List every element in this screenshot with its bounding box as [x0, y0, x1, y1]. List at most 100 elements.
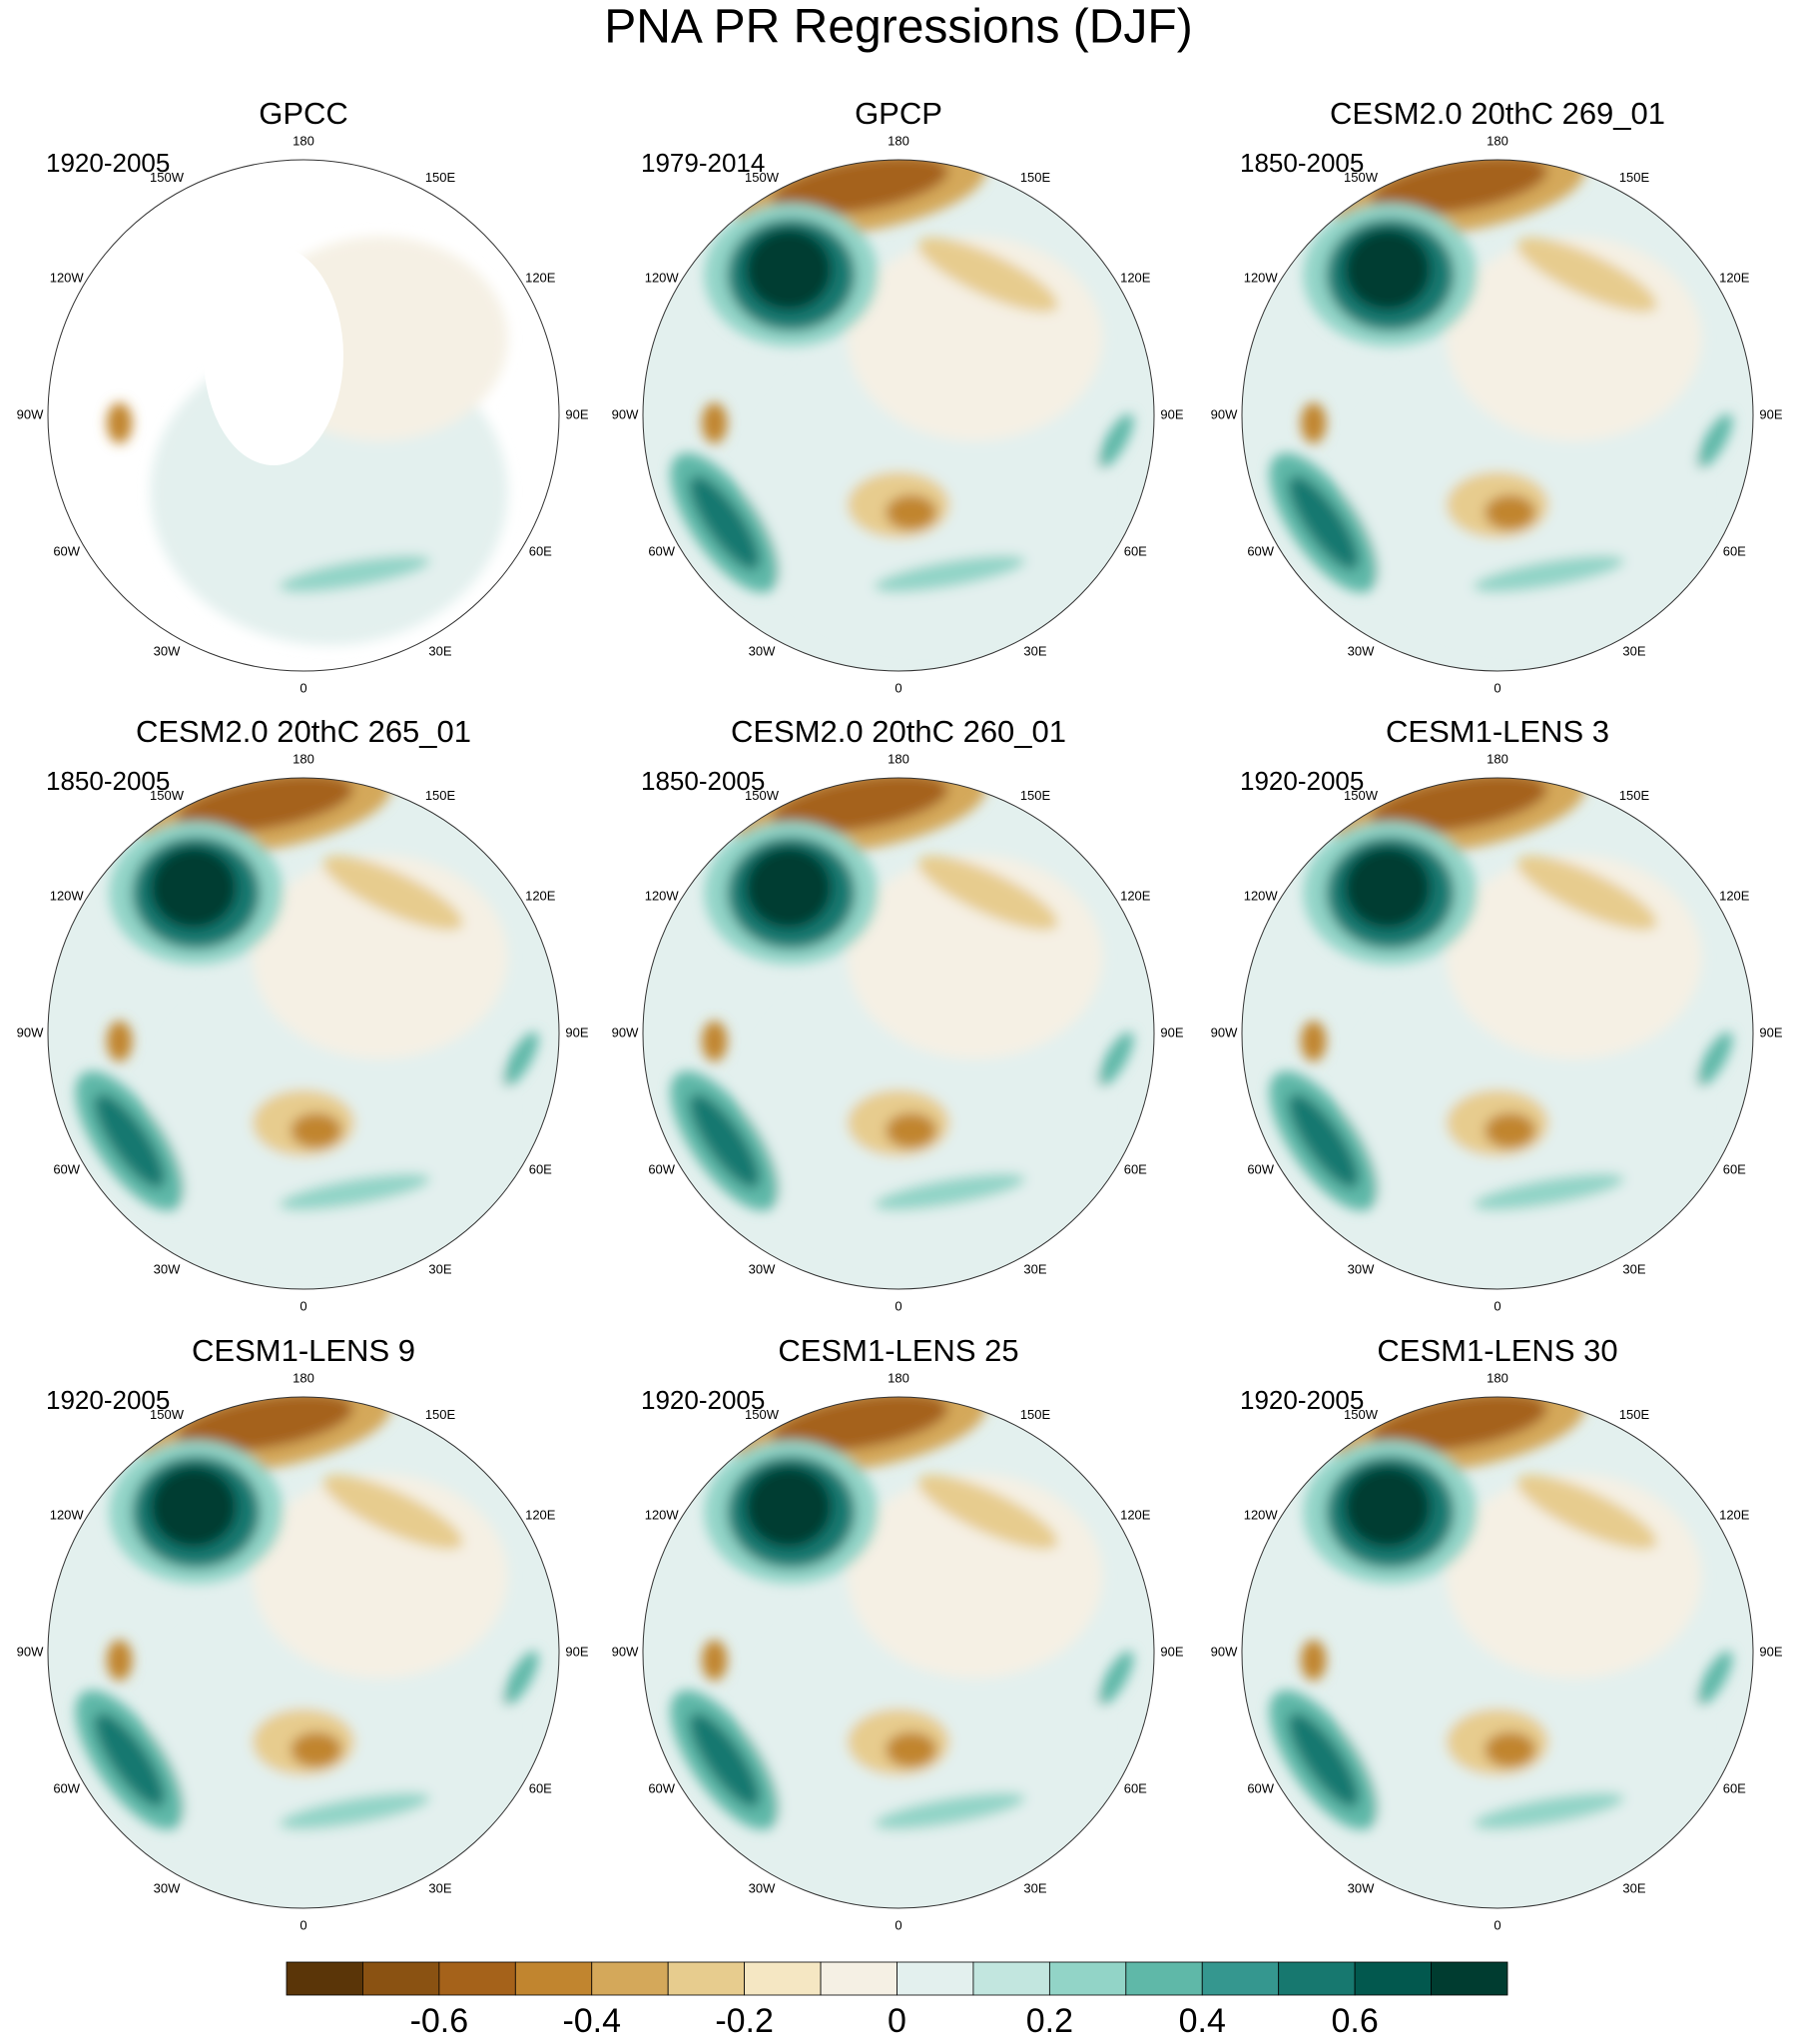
longitude-label: 120E	[525, 270, 556, 285]
map-border	[47, 777, 560, 1290]
map-border	[642, 159, 1155, 672]
panel-title: CESM2.0 20thC 265_01	[136, 714, 471, 749]
field	[670, 1397, 1134, 1883]
panel-period: 1979-2014	[641, 148, 765, 178]
field-contour	[1097, 1031, 1134, 1086]
longitude-label: 120W	[645, 270, 680, 285]
longitude-label: 150W	[150, 1407, 185, 1422]
longitude-label: 90W	[1211, 406, 1238, 421]
longitude-label: 0	[1494, 1298, 1500, 1313]
panel-title: CESM1-LENS 3	[1386, 714, 1609, 749]
longitude-label: 150W	[745, 788, 780, 803]
longitude-label: 120W	[1244, 888, 1279, 903]
longitude-label: 30E	[428, 1262, 451, 1277]
colorbar-tick-label: 0.2	[1026, 2002, 1073, 2040]
map-border	[1241, 1396, 1754, 1909]
longitude-label: 60E	[1124, 543, 1147, 558]
field-contour	[1485, 1112, 1536, 1149]
field-contour	[701, 1640, 728, 1682]
field-contour	[1300, 1640, 1327, 1682]
field	[75, 1397, 539, 1883]
panel-period: 1920-2005	[1240, 1385, 1364, 1415]
field-contour	[1516, 237, 1657, 313]
longitude-label: 30W	[154, 644, 181, 659]
longitude-label: 30W	[1348, 1262, 1375, 1277]
colorbar-box	[972, 1961, 1050, 1996]
longitude-label: 180	[293, 751, 314, 766]
longitude-label: 120E	[1719, 270, 1750, 285]
longitude-label: 150W	[150, 170, 185, 185]
longitude-label: 180	[1487, 133, 1508, 148]
colorbar-tick-label: 0.4	[1179, 2002, 1226, 2040]
longitude-label: 180	[1487, 1370, 1508, 1385]
panel-title: CESM1-LENS 9	[192, 1333, 415, 1368]
field-contour	[874, 1173, 1025, 1211]
field-contour	[322, 1474, 463, 1550]
figure-title: PNA PR Regressions (DJF)	[604, 1, 1192, 54]
longitude-label: 60W	[1247, 1161, 1274, 1176]
field-contour	[150, 1466, 238, 1549]
colorbar-box	[1431, 1961, 1508, 1996]
field-contour	[106, 1640, 133, 1682]
field-contour	[1097, 413, 1134, 468]
longitude-label: 150E	[425, 788, 456, 803]
field-contour	[1344, 229, 1432, 312]
colorbar-box	[820, 1961, 898, 1996]
longitude-label: 120W	[50, 888, 85, 903]
longitude-label: 90W	[1211, 1024, 1238, 1039]
field-contour	[1696, 413, 1733, 468]
field-contour	[1300, 1021, 1327, 1062]
panel-period: 1850-2005	[1240, 148, 1364, 178]
longitude-label: 30E	[428, 644, 451, 659]
longitude-label: 60W	[53, 543, 80, 558]
colorbar-box	[897, 1961, 974, 1996]
field-contour	[745, 847, 833, 930]
longitude-label: 60W	[1247, 1780, 1274, 1795]
field-contour	[1288, 1093, 1360, 1188]
longitude-label: 90E	[1759, 1024, 1782, 1039]
longitude-label: 0	[300, 1298, 306, 1313]
field-contour	[94, 1093, 166, 1188]
longitude-label: 30E	[1023, 1262, 1046, 1277]
field-contour	[874, 1792, 1025, 1830]
field-contour	[291, 1731, 342, 1768]
longitude-label: 90E	[1160, 406, 1183, 421]
map-panel: CESM1-LENS 3 1920-2005 180 150E 120E 90E 60E 30…	[1211, 714, 1783, 1313]
longitude-label: 60W	[648, 543, 675, 558]
longitude-label: 180	[888, 751, 909, 766]
field-contour	[1300, 402, 1327, 444]
colorbar-box	[667, 1961, 746, 1996]
field-contour	[1344, 1466, 1432, 1549]
longitude-label: 120E	[1719, 888, 1750, 903]
field-contour	[502, 1031, 539, 1086]
colorbar-tick-label: 0	[888, 2002, 906, 2040]
longitude-label: 120W	[645, 888, 680, 903]
map-panel: CESM1-LENS 25 1920-2005 180 150E 120E 90E 60E 3…	[612, 1333, 1184, 1932]
longitude-label: 60W	[1247, 543, 1274, 558]
longitude-label: 120W	[50, 1507, 85, 1522]
map-panel: GPCC 1920-2005 180 150E 120E 90E 60E 30E 0 30W 60W…	[17, 96, 589, 695]
panel-period: 1850-2005	[641, 766, 765, 796]
longitude-label: 60E	[1723, 1780, 1746, 1795]
field-contour	[1485, 1731, 1536, 1768]
panel-title: CESM1-LENS 30	[1377, 1333, 1617, 1368]
longitude-label: 180	[293, 1370, 314, 1385]
longitude-label: 60W	[53, 1161, 80, 1176]
longitude-label: 180	[293, 133, 314, 148]
colorbar-box	[286, 1961, 363, 1996]
map-border	[1241, 777, 1754, 1290]
longitude-label: 150W	[1344, 170, 1379, 185]
map-panel: CESM2.0 20thC 269_01 1850-2005 180 150E 120E…	[1211, 96, 1783, 695]
field-contour	[279, 555, 430, 593]
missing-data	[204, 246, 343, 465]
colorbar-box	[1201, 1961, 1280, 1996]
longitude-label: 60E	[1723, 1161, 1746, 1176]
field-contour	[1288, 1712, 1360, 1807]
field-contour	[322, 855, 463, 931]
longitude-label: 150E	[1020, 170, 1051, 185]
field-contour	[1473, 555, 1624, 593]
map-panel: CESM2.0 20thC 265_01 1850-2005 180 150E 120E…	[17, 714, 589, 1313]
longitude-label: 30E	[1622, 1881, 1645, 1896]
field-contour	[745, 1466, 833, 1549]
field-contour	[917, 237, 1058, 313]
